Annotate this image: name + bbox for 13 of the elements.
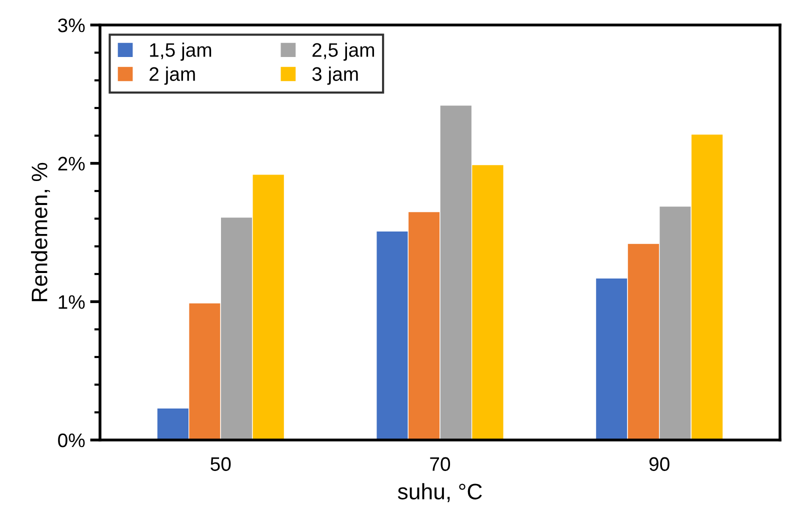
legend-label: 1,5 jam [150,42,212,61]
y-tick-label: 1% [58,295,85,309]
x-axis-title: suhu, °C [398,483,482,502]
y-tick-label: 3% [58,18,85,32]
y-tick-label: 2% [58,156,85,170]
y-axis-title: Rendemen, % [31,162,50,302]
y-tick-label: 0% [58,433,85,448]
legend-label: 2,5 jam [312,42,374,61]
legend-label: 2 jam [150,66,195,85]
x-tick-label: 70 [430,457,450,471]
legend-label: 3 jam [312,66,358,85]
x-tick-label: 50 [210,457,231,471]
x-tick-label: 90 [649,457,670,471]
